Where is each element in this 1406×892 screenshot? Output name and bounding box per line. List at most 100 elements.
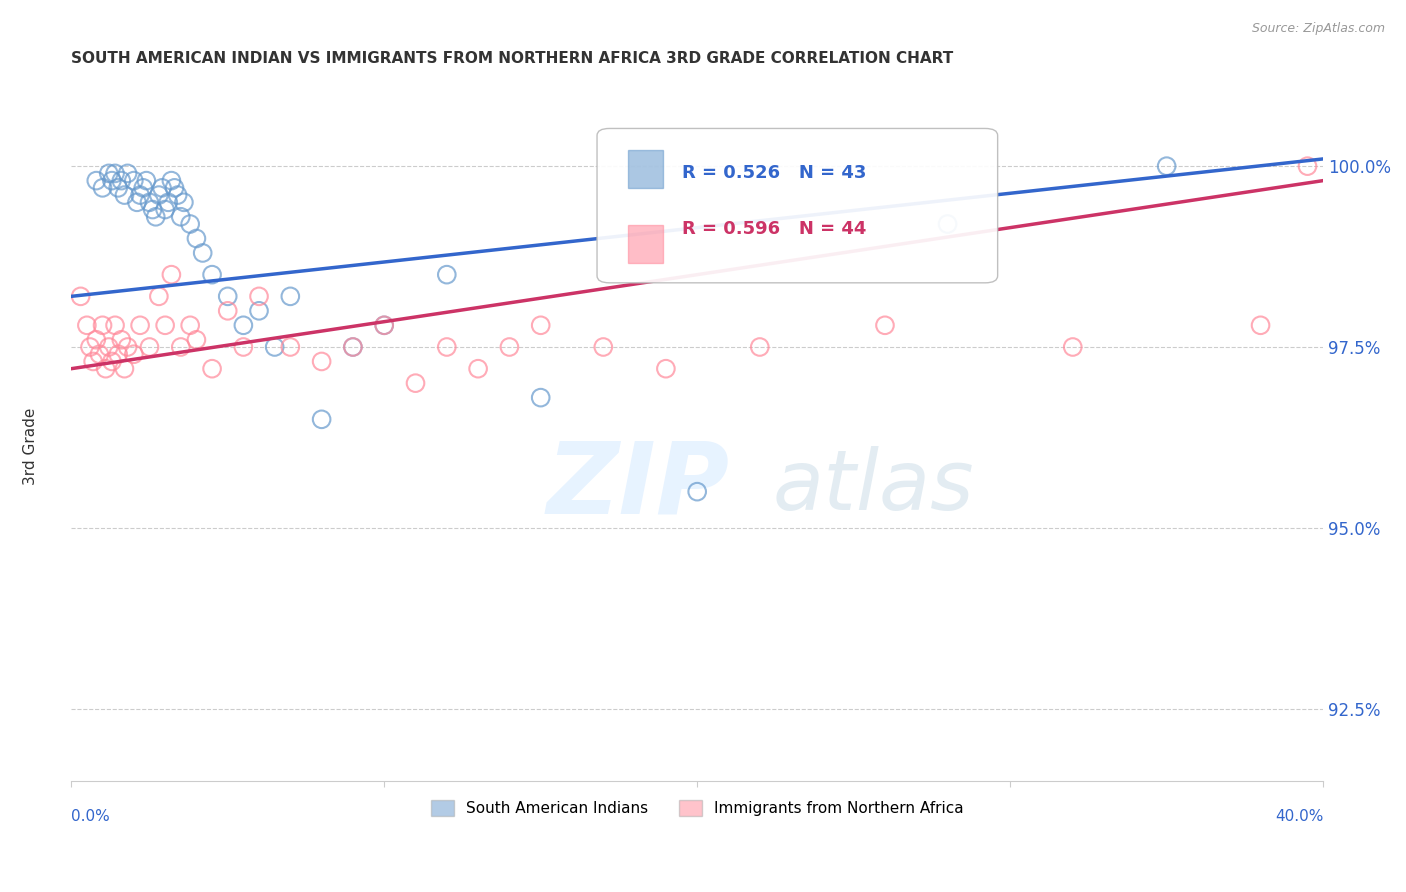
Point bbox=[101, 354, 124, 368]
Point bbox=[69, 289, 91, 303]
Point bbox=[104, 166, 127, 180]
Point bbox=[138, 340, 160, 354]
Point bbox=[173, 195, 195, 210]
Point bbox=[117, 166, 139, 180]
Point bbox=[129, 188, 152, 202]
Point bbox=[217, 303, 239, 318]
Point bbox=[232, 340, 254, 354]
Point bbox=[163, 181, 186, 195]
Point bbox=[104, 318, 127, 333]
Point bbox=[160, 173, 183, 187]
Point bbox=[76, 318, 98, 333]
Point bbox=[110, 333, 132, 347]
Point bbox=[686, 484, 709, 499]
Point bbox=[436, 340, 458, 354]
Point bbox=[405, 376, 427, 391]
Point bbox=[117, 340, 139, 354]
Point bbox=[150, 181, 173, 195]
Point bbox=[101, 173, 124, 187]
Point bbox=[135, 173, 157, 187]
Point bbox=[467, 361, 489, 376]
Point bbox=[157, 195, 180, 210]
Point bbox=[129, 318, 152, 333]
Point bbox=[170, 210, 193, 224]
Point bbox=[201, 268, 224, 282]
Bar bbox=[628, 150, 664, 188]
Point bbox=[1156, 159, 1178, 173]
FancyBboxPatch shape bbox=[598, 128, 998, 283]
Point bbox=[186, 333, 208, 347]
Point bbox=[936, 217, 959, 231]
Point bbox=[122, 347, 145, 361]
Point bbox=[342, 340, 364, 354]
Point bbox=[373, 318, 395, 333]
Legend: South American Indians, Immigrants from Northern Africa: South American Indians, Immigrants from … bbox=[425, 794, 970, 822]
Text: 3rd Grade: 3rd Grade bbox=[24, 408, 38, 484]
Point bbox=[201, 361, 224, 376]
Point bbox=[82, 354, 104, 368]
Point bbox=[84, 173, 107, 187]
Point bbox=[107, 181, 129, 195]
Point bbox=[114, 361, 136, 376]
Point bbox=[132, 181, 155, 195]
Point bbox=[145, 210, 167, 224]
Point bbox=[191, 246, 214, 260]
Point bbox=[498, 340, 520, 354]
Text: R = 0.596   N = 44: R = 0.596 N = 44 bbox=[682, 219, 866, 237]
Point bbox=[153, 318, 176, 333]
Point bbox=[148, 188, 170, 202]
Point bbox=[84, 333, 107, 347]
Bar bbox=[628, 225, 664, 263]
Point bbox=[232, 318, 254, 333]
Point bbox=[148, 289, 170, 303]
Point bbox=[179, 217, 201, 231]
Point bbox=[97, 166, 120, 180]
Point bbox=[342, 340, 364, 354]
Text: ZIP: ZIP bbox=[547, 438, 730, 535]
Text: 40.0%: 40.0% bbox=[1275, 809, 1323, 824]
Point bbox=[263, 340, 285, 354]
Point bbox=[186, 231, 208, 245]
Point bbox=[530, 391, 553, 405]
Point bbox=[122, 173, 145, 187]
Point bbox=[125, 195, 148, 210]
Point bbox=[247, 303, 270, 318]
Point bbox=[89, 347, 111, 361]
Point bbox=[170, 340, 193, 354]
Point bbox=[247, 289, 270, 303]
Point bbox=[79, 340, 101, 354]
Point bbox=[373, 318, 395, 333]
Text: Source: ZipAtlas.com: Source: ZipAtlas.com bbox=[1251, 22, 1385, 36]
Point bbox=[530, 318, 553, 333]
Point bbox=[1250, 318, 1272, 333]
Point bbox=[1296, 159, 1319, 173]
Point bbox=[153, 202, 176, 217]
Point bbox=[142, 202, 165, 217]
Point bbox=[166, 188, 188, 202]
Point bbox=[278, 289, 301, 303]
Point bbox=[138, 195, 160, 210]
Point bbox=[873, 318, 896, 333]
Point bbox=[91, 181, 114, 195]
Point bbox=[107, 347, 129, 361]
Point bbox=[97, 340, 120, 354]
Point bbox=[278, 340, 301, 354]
Point bbox=[311, 412, 333, 426]
Text: R = 0.526   N = 43: R = 0.526 N = 43 bbox=[682, 163, 866, 182]
Point bbox=[160, 268, 183, 282]
Point bbox=[114, 188, 136, 202]
Point bbox=[436, 268, 458, 282]
Text: SOUTH AMERICAN INDIAN VS IMMIGRANTS FROM NORTHERN AFRICA 3RD GRADE CORRELATION C: SOUTH AMERICAN INDIAN VS IMMIGRANTS FROM… bbox=[72, 51, 953, 66]
Point bbox=[1062, 340, 1084, 354]
Point bbox=[179, 318, 201, 333]
Point bbox=[592, 340, 614, 354]
Point bbox=[110, 173, 132, 187]
Point bbox=[91, 318, 114, 333]
Point bbox=[748, 340, 770, 354]
Point bbox=[94, 361, 117, 376]
Text: 0.0%: 0.0% bbox=[72, 809, 110, 824]
Point bbox=[311, 354, 333, 368]
Text: atlas: atlas bbox=[772, 446, 974, 527]
Point bbox=[217, 289, 239, 303]
Point bbox=[655, 361, 678, 376]
